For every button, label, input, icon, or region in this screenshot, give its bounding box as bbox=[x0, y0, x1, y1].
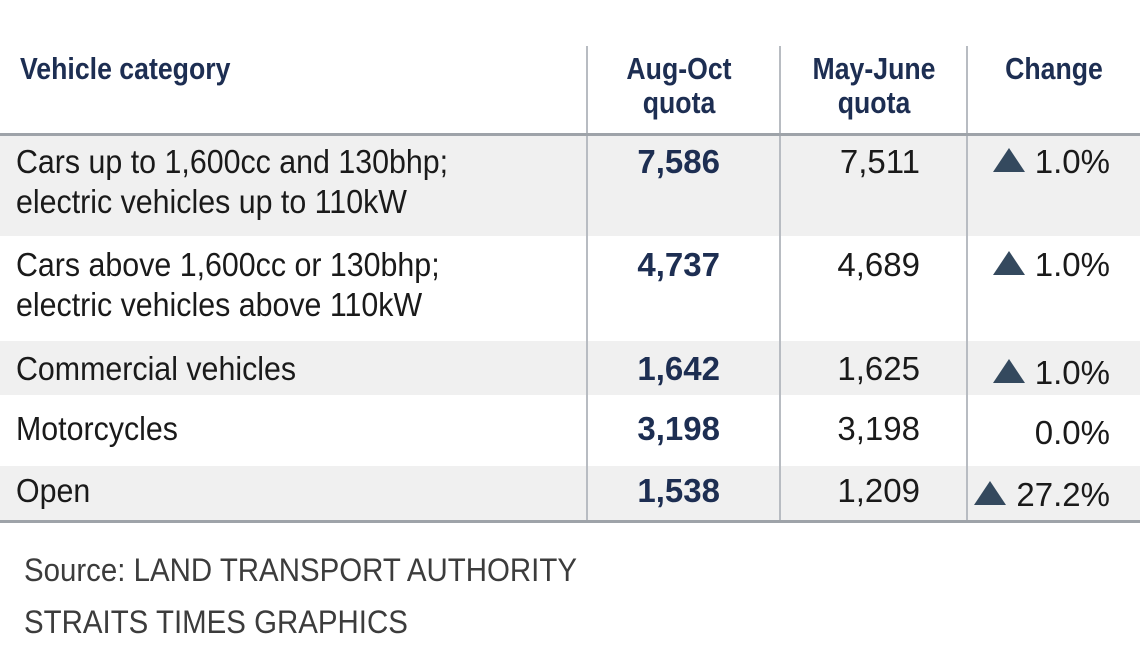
table-row-change: 0.0% bbox=[966, 413, 1110, 453]
change-value: 27.2% bbox=[1016, 476, 1110, 513]
table-row-change: 27.2% bbox=[966, 475, 1110, 515]
table-row-change: 1.0% bbox=[966, 142, 1110, 182]
table-row-category: Cars above 1,600cc or 130bhp; electric v… bbox=[16, 246, 440, 323]
source-note: Source: LAND TRANSPORT AUTHORITY bbox=[24, 552, 577, 588]
column-divider bbox=[779, 46, 781, 522]
header-rule bbox=[0, 133, 1140, 136]
table-row-change: 1.0% bbox=[966, 353, 1110, 393]
table-row-category: Open bbox=[16, 472, 91, 509]
quota-table: Vehicle category Aug-Oct quota May-June … bbox=[0, 46, 1140, 523]
header-change: Change bbox=[1005, 51, 1103, 86]
table-row-aug-oct-quota: 1,538 bbox=[637, 472, 720, 509]
row-background bbox=[0, 341, 1140, 395]
table-row-may-june-quota: 1,209 bbox=[837, 472, 920, 509]
up-triangle-icon bbox=[992, 359, 1025, 383]
change-value: 1.0% bbox=[1034, 143, 1110, 180]
graphics-credit: STRAITS TIMES GRAPHICS bbox=[24, 604, 408, 640]
table-row-aug-oct-quota: 4,737 bbox=[637, 246, 720, 283]
table-row-category: Commercial vehicles bbox=[16, 350, 297, 387]
column-divider bbox=[586, 46, 588, 522]
row-background bbox=[0, 466, 1140, 520]
header-aug-oct-quota: Aug-Oct quota bbox=[626, 51, 732, 120]
table-row-may-june-quota: 4,689 bbox=[837, 246, 920, 283]
table-row-may-june-quota: 3,198 bbox=[837, 410, 920, 447]
up-triangle-icon bbox=[992, 251, 1025, 275]
table-row-may-june-quota: 1,625 bbox=[837, 350, 920, 387]
up-triangle-icon bbox=[974, 481, 1007, 505]
header-vehicle-category: Vehicle category bbox=[20, 51, 231, 86]
table-row-aug-oct-quota: 7,586 bbox=[637, 143, 720, 180]
change-value: 0.0% bbox=[1034, 414, 1110, 451]
up-triangle-icon bbox=[992, 148, 1025, 172]
table-row-may-june-quota: 7,511 bbox=[839, 143, 920, 180]
bottom-rule bbox=[0, 520, 1140, 523]
table-row-category: Motorcycles bbox=[16, 410, 178, 447]
header-may-june-quota: May-June quota bbox=[812, 51, 936, 120]
column-divider bbox=[966, 46, 968, 522]
change-value: 1.0% bbox=[1034, 354, 1110, 391]
table-row-category: Cars up to 1,600cc and 130bhp; electric … bbox=[16, 143, 449, 220]
table-row-aug-oct-quota: 1,642 bbox=[637, 350, 720, 387]
change-value: 1.0% bbox=[1034, 246, 1110, 283]
table-row-change: 1.0% bbox=[966, 245, 1110, 285]
row-background bbox=[0, 135, 1140, 236]
table-row-aug-oct-quota: 3,198 bbox=[637, 410, 720, 447]
